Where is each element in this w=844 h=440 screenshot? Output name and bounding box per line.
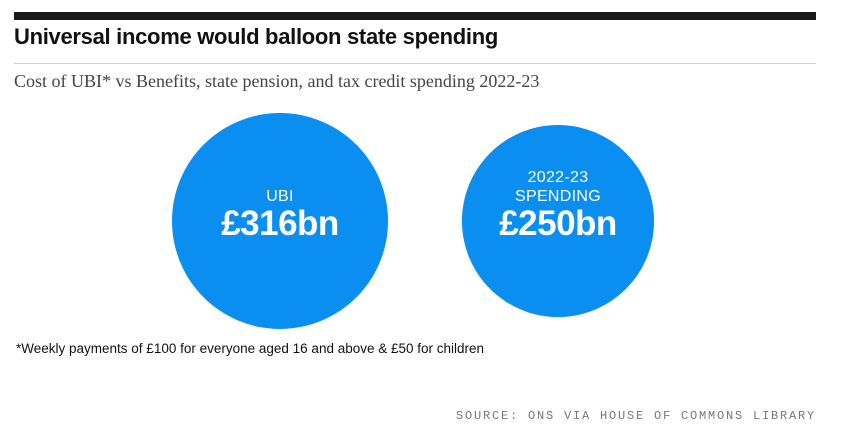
bubble-1 — [461, 124, 655, 318]
bubble-group-0: UBI£316bn — [172, 113, 388, 329]
footnote: *Weekly payments of £100 for everyone ag… — [16, 341, 485, 356]
top-rule — [14, 12, 816, 20]
bubble-value-label: £316bn — [221, 204, 339, 243]
bubble-category-label: SPENDING — [515, 188, 601, 205]
bubble-category-label: 2022-23 — [528, 169, 589, 186]
chart-title: Universal income would balloon state spe… — [14, 24, 499, 49]
bubble-value-label: £250bn — [499, 204, 617, 243]
chart-subtitle: Cost of UBI* vs Benefits, state pension,… — [14, 71, 540, 91]
bubble-group-1: 2022-23 SPENDING£250bn — [461, 124, 655, 318]
bubble-category-label: UBI — [266, 188, 294, 205]
source-credit: SOURCE: ONS VIA HOUSE OF COMMONS LIBRARY — [455, 409, 816, 423]
title-divider — [14, 63, 816, 64]
bubble-0 — [172, 113, 388, 329]
